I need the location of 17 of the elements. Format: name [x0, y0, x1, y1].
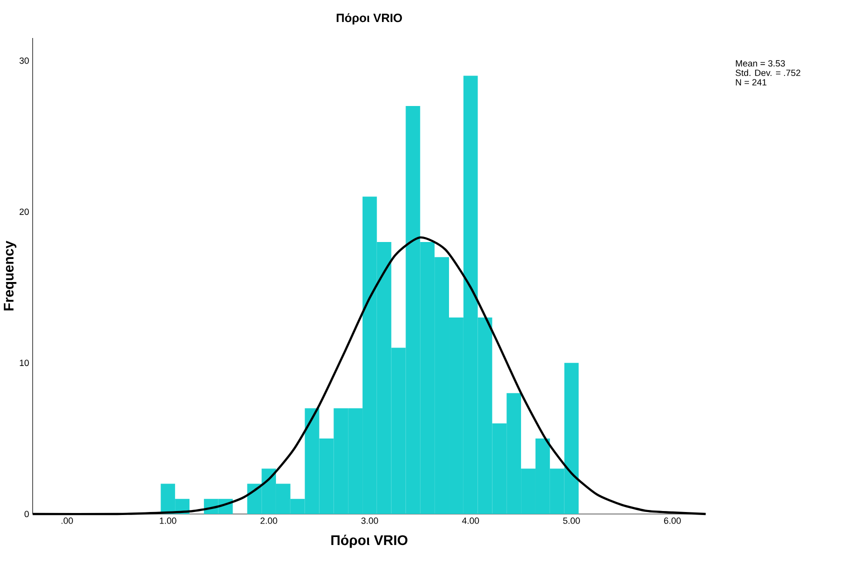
text: Std. Dev. = .752 [736, 69, 800, 76]
y-tick-label: 20 [20, 208, 29, 215]
text: Mean = 3.53 [736, 60, 785, 67]
y-tick-label: 30 [20, 57, 29, 64]
y-tick-label: 10 [20, 360, 29, 366]
x-tick-label: 3.00 [361, 518, 378, 524]
x-tick-label: .00 [62, 518, 73, 524]
chart-title: Πόροι VRIO [336, 13, 402, 24]
x-tick-label: 1.00 [160, 518, 176, 524]
x-tick-label: 5.00 [563, 518, 580, 524]
y-axis-title: Frequency [4, 240, 16, 310]
x-tick-label: 4.00 [462, 518, 479, 524]
text: N = 241 [736, 79, 766, 86]
x-tick-label: 6.00 [664, 518, 681, 524]
y-tick-label: 0 [24, 510, 29, 518]
x-tick-label: 2.00 [260, 518, 278, 524]
x-axis-title: Πόροι VRIO [331, 534, 408, 548]
